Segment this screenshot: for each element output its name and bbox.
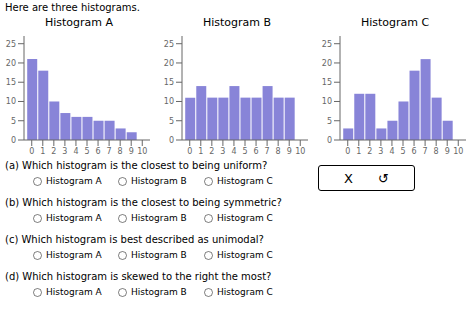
svg-text:8: 8 [434,147,439,156]
html-text:Histogram A: Histogram A [46,287,102,297]
svg-text:9: 9 [445,147,450,156]
svg-text:3: 3 [62,147,67,156]
svg-text:15: 15 [322,78,332,87]
svg-text:6: 6 [412,147,417,156]
html-text:(c) Which histogram is best de: (c) Which histogram is best described as… [5,234,264,245]
html-text:Histogram B: Histogram B [131,250,187,260]
html-text:Histogram B: Histogram B [131,287,187,297]
svg-text:4: 4 [73,147,78,156]
svg-text:4: 4 [389,147,394,156]
svg-text:9: 9 [129,147,134,156]
svg-text:20: 20 [322,59,332,68]
svg-text:7: 7 [107,147,112,156]
html-text:Histogram B: Histogram B [202,16,271,29]
svg-text:20: 20 [8,59,16,68]
html-text:(b) Which histogram is the clo: (b) Which histogram is the closest to be… [5,197,282,208]
svg-text:6: 6 [96,147,101,156]
svg-text:9: 9 [287,147,292,156]
svg-text:0: 0 [327,136,332,145]
html-text:Histogram A: Histogram A [46,250,102,260]
svg-text:0: 0 [29,147,34,156]
svg-text:5: 5 [11,117,16,126]
svg-text:20: 20 [164,59,174,68]
svg-text:2: 2 [209,147,214,156]
svg-text:10: 10 [453,147,463,156]
html-text:X: X [344,170,353,186]
svg-text:10: 10 [8,97,16,106]
svg-text:25: 25 [322,40,332,49]
html-text:Histogram C: Histogram C [217,250,273,260]
svg-text:25: 25 [8,40,16,49]
svg-text:7: 7 [423,147,428,156]
svg-text:3: 3 [220,147,225,156]
html-text:Histogram A: Histogram A [46,213,102,223]
svg-text:15: 15 [8,78,16,87]
svg-text:0: 0 [187,147,192,156]
svg-text:5: 5 [400,147,405,156]
svg-text:5: 5 [84,147,89,156]
html-text:Histogram B: Histogram B [131,213,187,223]
svg-text:1: 1 [40,147,45,156]
html-text:Histogram B: Histogram B [131,176,187,186]
svg-text:2: 2 [367,147,372,156]
svg-text:0: 0 [11,136,16,145]
svg-text:25: 25 [164,40,174,49]
html-text:Here are three histograms.: Here are three histograms. [5,2,140,13]
svg-text:8: 8 [118,147,123,156]
svg-text:10: 10 [137,147,147,156]
svg-text:1: 1 [356,147,361,156]
html-text:Histogram C: Histogram C [217,213,273,223]
html-text:Histogram A: Histogram A [45,16,113,29]
svg-text:15: 15 [164,78,174,87]
svg-text:7: 7 [265,147,270,156]
svg-text:6: 6 [254,147,259,156]
svg-text:5: 5 [242,147,247,156]
html-text:Histogram C: Histogram C [217,176,273,186]
svg-text:3: 3 [378,147,383,156]
svg-text:4: 4 [231,147,236,156]
svg-text:8: 8 [276,147,281,156]
svg-text:10: 10 [164,97,174,106]
html-text:Histogram C: Histogram C [360,16,430,29]
svg-text:5: 5 [327,117,332,126]
svg-text:10: 10 [322,97,332,106]
svg-text:0: 0 [345,147,350,156]
html-text:Histogram A: Histogram A [46,176,102,186]
svg-text:5: 5 [169,117,174,126]
html-text:Histogram C: Histogram C [217,287,273,297]
svg-text:10: 10 [295,147,305,156]
svg-text:1: 1 [198,147,203,156]
html-text:(d) Which histogram is skewed: (d) Which histogram is skewed to the rig… [5,271,272,282]
svg-text:0: 0 [169,136,174,145]
svg-text:2: 2 [51,147,56,156]
html-text:(a) Which histogram is the clo: (a) Which histogram is the closest to be… [5,160,268,171]
